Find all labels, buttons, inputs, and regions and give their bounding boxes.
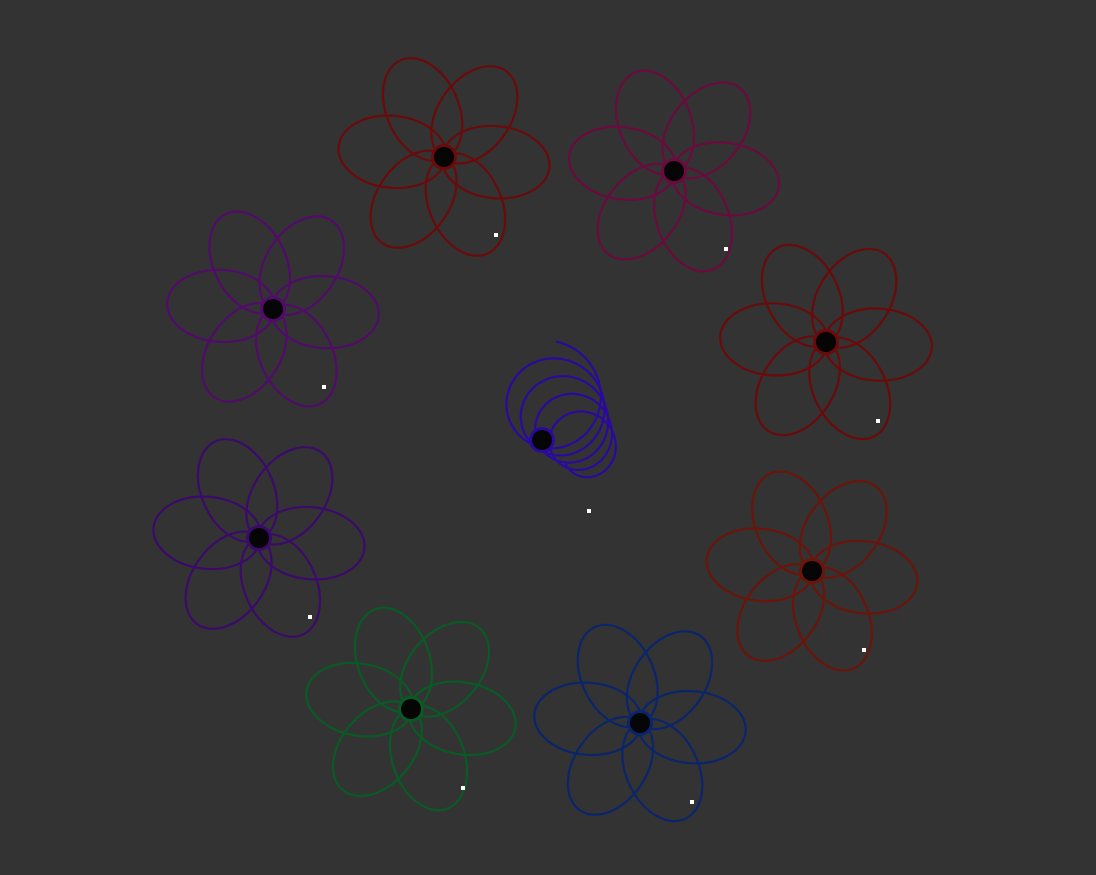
hub-dot	[401, 699, 421, 719]
flower-purple-left-upper	[166, 210, 380, 408]
hub-dot	[630, 713, 650, 733]
tracer-dot	[461, 786, 465, 790]
hub-dot	[664, 161, 684, 181]
tracer-dot	[308, 615, 312, 619]
hub-dot	[532, 430, 552, 450]
hub-dot	[263, 299, 283, 319]
spiral-path	[505, 340, 617, 479]
tracer-dot	[724, 247, 728, 251]
spiral-layer	[505, 340, 617, 513]
tracer-dot	[494, 233, 498, 237]
flower-magenta-top	[567, 69, 781, 273]
flower-violet-left-lower	[152, 438, 366, 638]
flower-green-bottom	[305, 606, 517, 812]
tracer-dot	[862, 648, 866, 652]
flower-red-right-lower	[705, 470, 919, 672]
tracer-dot	[876, 419, 880, 423]
tracer-dot	[690, 800, 694, 804]
flower-blue-bottom	[533, 623, 747, 823]
center-spiral	[505, 340, 617, 513]
hub-dot	[434, 147, 454, 167]
hub-dot	[249, 528, 269, 548]
hub-dot	[816, 332, 836, 352]
tracer-dot	[587, 509, 591, 513]
flower-crimson-top	[337, 57, 551, 257]
flowers-layer	[152, 57, 933, 823]
tracer-dot	[322, 385, 326, 389]
hub-dot	[802, 561, 822, 581]
flower-red-right-upper	[719, 243, 933, 441]
